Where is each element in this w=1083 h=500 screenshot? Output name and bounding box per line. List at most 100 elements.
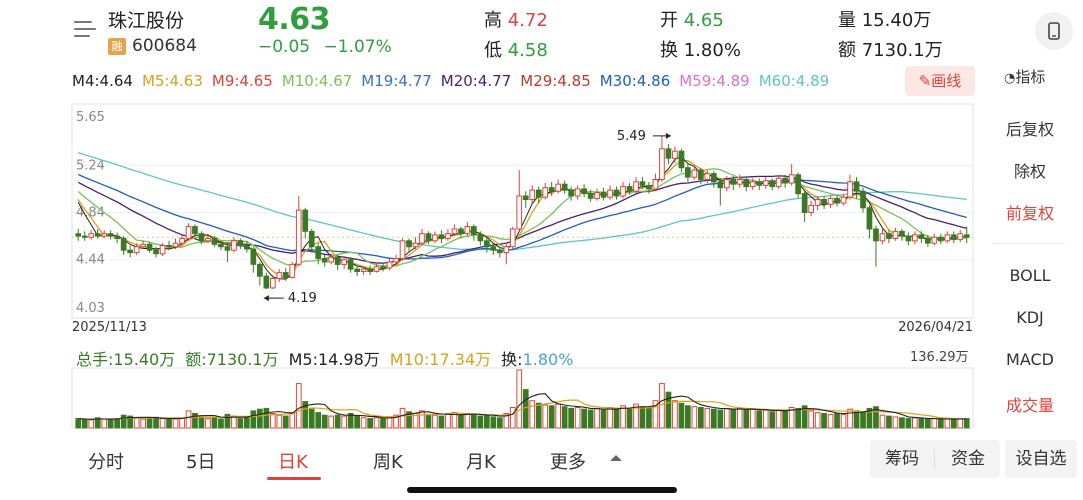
candle-body [471,226,477,236]
volume-bar [464,413,471,429]
volume-bar [231,415,237,429]
candle-body [879,233,886,242]
candle-body [321,258,328,263]
candle-body [354,268,360,273]
candle-body [749,181,756,188]
candle-body [224,246,231,251]
volume-bar [75,418,82,429]
high-annotation-label: 5.49 [617,129,646,144]
candle-body [282,272,289,278]
volume-bar [127,415,134,429]
candle-body [451,228,458,235]
volume-bar [749,408,756,429]
candle-body [153,249,159,255]
volume-bar [743,409,750,429]
amount-label: 额 [838,40,856,61]
volume-bar [497,417,503,429]
box-divider [934,449,935,469]
candle-body [873,228,879,242]
volume-bar [633,403,639,429]
right-panel-boll-button[interactable]: BOLL [1009,266,1051,285]
tab-monthly-k[interactable]: 月K [466,452,496,473]
candle-body [302,209,309,232]
volume-bar [886,415,892,429]
volume-bar [574,407,581,429]
tab-daily-k[interactable]: 日K [278,452,308,473]
candle-body [445,233,451,239]
volume-bar [626,407,633,429]
turnover-label: 换 [660,40,678,61]
draw-label: 画线 [931,72,962,90]
volume-bar [263,407,270,429]
candle-body [821,199,827,205]
volume-bar [211,417,218,429]
volume-bar [360,417,367,429]
volume-bar [788,407,795,429]
draw-line-button[interactable]: ✎画线 [905,66,975,96]
candle-body [568,189,574,197]
candle-body [691,169,698,178]
right-panel-pre-adjusted-button[interactable]: 前复权 [1005,204,1054,223]
candle-body [840,196,847,204]
menu-icon[interactable] [74,20,96,38]
volume-bar [646,407,652,429]
volume-value: 15.40万 [861,10,932,31]
moving-average-legend: M4:4.64 M5:4.63 M9:4.65 M10:4.67 M19:4.77 M20… [72,72,838,90]
chip-button[interactable]: 筹码 [885,449,919,469]
volume-bar [282,415,289,429]
candle-body [270,278,276,289]
right-panel-post-adjusted-button[interactable]: 后复权 [1005,120,1054,139]
volume-bar [821,413,827,429]
ma-line-m60 [78,151,967,251]
volume-max-label: 136.29万 [910,350,969,365]
candle-body [218,243,224,248]
right-panel-ex-rights-button[interactable]: 除权 [1013,162,1046,181]
candle-body [386,261,393,269]
volume-bar [672,400,678,429]
volume-bar [114,418,121,429]
volume-bar [834,413,840,429]
candle-body [477,234,484,242]
candle-body [892,230,899,239]
candle-body [717,181,724,189]
volume-bar [133,417,140,429]
volume-bar [367,418,373,429]
candle-body [581,188,587,195]
candle-body [866,207,873,230]
candle-body [613,189,620,197]
candle-body [490,246,497,251]
tab-five-day[interactable]: 5日 [186,452,216,473]
volume-bar [308,408,315,429]
volume-bar [276,414,283,429]
indicator-button[interactable]: ◔指标 [1004,66,1045,87]
volume-bar [522,389,529,429]
funds-button[interactable]: 资金 [951,449,985,469]
candle-body [548,187,555,192]
right-panel-macd-button[interactable]: MACD [1006,350,1054,369]
ma-legend-item: M20:4.77 [440,72,512,90]
right-panel-divider [993,243,1065,244]
volume-bar [951,419,957,429]
volume-bar [347,413,354,429]
price-panel-frame [71,103,974,319]
candle-body [166,245,172,248]
landscape-toggle-button[interactable] [1035,12,1073,50]
candle-body [795,174,801,195]
add-watchlist-button[interactable]: 设自选 [1005,440,1077,478]
y-tick-label: 4.84 [76,206,105,221]
tab-intraday[interactable]: 分时 [88,452,124,473]
triangle-up-icon[interactable] [608,452,624,464]
candle-body [912,234,918,242]
right-panel-volume-button[interactable]: 成交量 [1005,396,1054,415]
candle-body [788,174,795,184]
tab-more[interactable]: 更多 [550,452,586,473]
tab-weekly-k[interactable]: 周K [373,452,403,473]
volume-bar [503,413,510,429]
candle-body [769,180,776,188]
volume-bar [892,416,899,429]
high-label: 高 [484,10,502,31]
kline-chart[interactable]: 5.65 5.24 4.84 4.44 4.03 2025/11/13 2026/04/21… [0,0,985,440]
candle-body [198,233,205,242]
right-panel-kdj-button[interactable]: KDJ [1016,308,1044,327]
volume-bar [931,418,938,429]
